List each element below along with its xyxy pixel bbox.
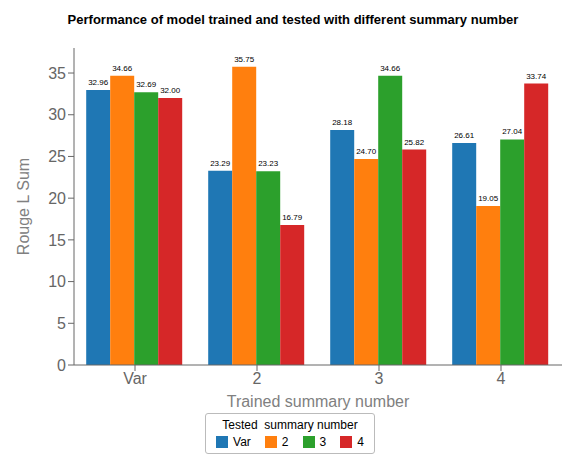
svg-text:24.70: 24.70 bbox=[356, 147, 377, 156]
svg-text:16.79: 16.79 bbox=[282, 213, 303, 222]
html-text:Tested summary number: Tested summary number bbox=[222, 418, 358, 432]
svg-text:19.05: 19.05 bbox=[478, 194, 499, 203]
svg-text:5: 5 bbox=[57, 315, 66, 332]
svg-text:20: 20 bbox=[48, 190, 66, 207]
html-text:3: 3 bbox=[319, 435, 327, 449]
svg-text:10: 10 bbox=[48, 273, 66, 290]
svg-text:Trained summary number: Trained summary number bbox=[227, 393, 410, 410]
html-text:Performance of model trained a: Performance of model trained and tested … bbox=[67, 12, 519, 27]
svg-text:15: 15 bbox=[48, 232, 66, 249]
svg-text:4: 4 bbox=[497, 370, 506, 387]
html-text:Var: Var bbox=[233, 435, 251, 449]
svg-text:Rouge L Sum: Rouge L Sum bbox=[15, 158, 32, 255]
svg-text:34.66: 34.66 bbox=[380, 64, 401, 73]
svg-text:25: 25 bbox=[48, 148, 66, 165]
svg-text:23.23: 23.23 bbox=[258, 159, 279, 168]
svg-text:0: 0 bbox=[57, 357, 66, 374]
svg-text:28.18: 28.18 bbox=[332, 118, 353, 127]
svg-text:32.96: 32.96 bbox=[88, 78, 109, 87]
svg-text:26.61: 26.61 bbox=[454, 131, 475, 140]
svg-text:Var: Var bbox=[123, 370, 147, 387]
svg-text:32.00: 32.00 bbox=[160, 86, 181, 95]
svg-text:34.66: 34.66 bbox=[112, 64, 133, 73]
svg-text:35.75: 35.75 bbox=[234, 55, 255, 64]
html-text:4: 4 bbox=[357, 435, 364, 449]
svg-text:25.82: 25.82 bbox=[404, 138, 425, 147]
svg-text:3: 3 bbox=[375, 370, 384, 387]
svg-text:32.69: 32.69 bbox=[136, 80, 157, 89]
svg-text:2: 2 bbox=[253, 370, 262, 387]
svg-text:33.74: 33.74 bbox=[526, 72, 547, 81]
svg-text:23.29: 23.29 bbox=[210, 159, 231, 168]
svg-text:35: 35 bbox=[48, 65, 66, 82]
svg-text:30: 30 bbox=[48, 106, 66, 123]
svg-text:27.04: 27.04 bbox=[502, 127, 523, 136]
html-text:2: 2 bbox=[281, 435, 289, 449]
